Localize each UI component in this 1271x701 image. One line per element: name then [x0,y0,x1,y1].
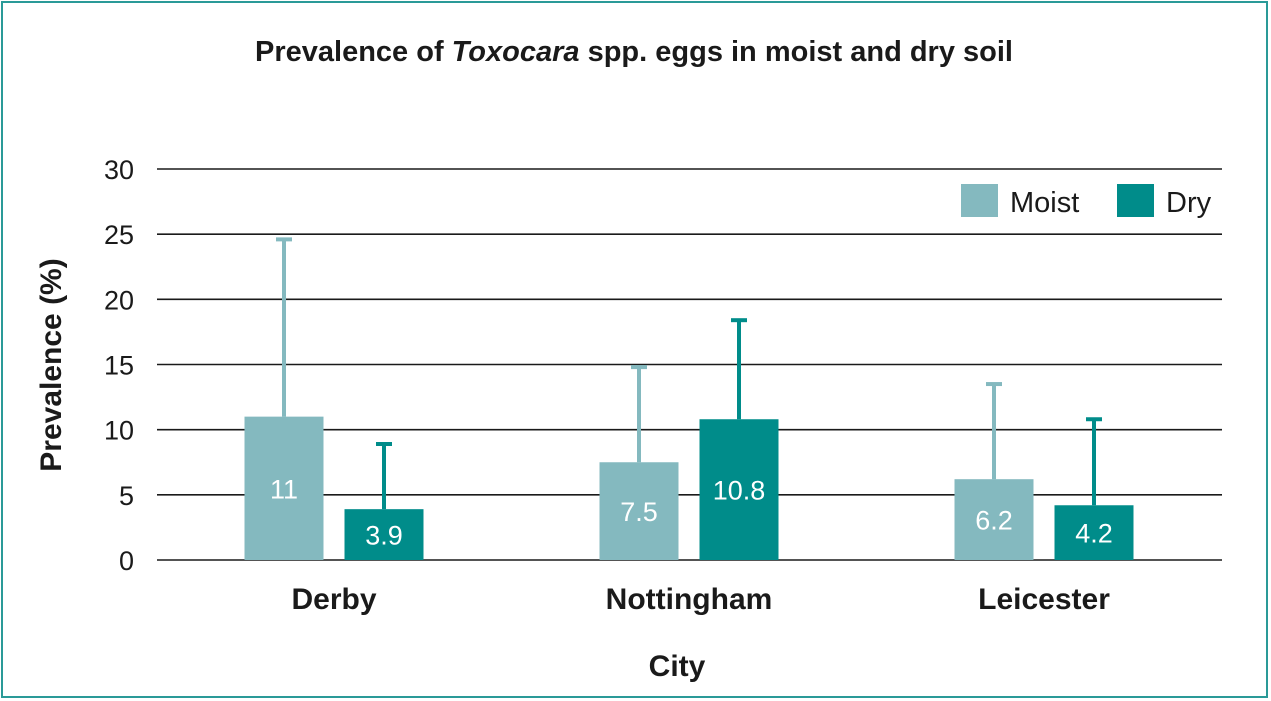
data-label: 11 [270,474,298,504]
y-tick-label: 5 [119,481,134,511]
data-label: 6.2 [975,506,1013,536]
error-bars [276,237,1102,510]
bar-moist [954,479,1034,560]
data-label: 4.2 [1075,519,1113,549]
y-tick-label: 0 [119,546,134,576]
category-label: Leicester [978,583,1110,616]
category-label: Nottingham [606,583,773,616]
bar-dry [1054,505,1134,560]
chart-title: Prevalence of Toxocara spp. eggs in mois… [255,36,1013,68]
legend: Moist Dry [961,184,1212,219]
data-label: 3.9 [365,521,403,551]
data-labels: 11 3.9 7.5 10.8 6.2 4.2 [270,474,1113,550]
bars [244,416,1134,560]
y-tick-label: 30 [104,155,134,185]
legend-label-dry: Dry [1166,187,1212,219]
data-label: 7.5 [620,497,658,527]
gridlines [157,168,1222,561]
data-label: 10.8 [713,476,766,506]
y-tick-label: 20 [104,285,134,315]
y-tick-label: 10 [104,416,134,446]
x-axis-label: City [649,650,706,683]
legend-label-moist: Moist [1010,187,1079,219]
category-labels: Derby Nottingham Leicester [291,583,1110,616]
bar-moist [244,416,324,560]
bar-dry [344,509,424,560]
y-tick-labels: 0 5 10 15 20 25 30 [104,155,134,576]
y-axis-label: Prevalence (%) [35,258,68,471]
category-label: Derby [291,583,376,616]
legend-swatch-dry [1117,184,1154,217]
bar-dry [699,419,779,560]
y-tick-label: 15 [104,351,134,381]
legend-swatch-moist [961,184,998,217]
bar-moist [599,462,679,560]
y-tick-label: 25 [104,220,134,250]
